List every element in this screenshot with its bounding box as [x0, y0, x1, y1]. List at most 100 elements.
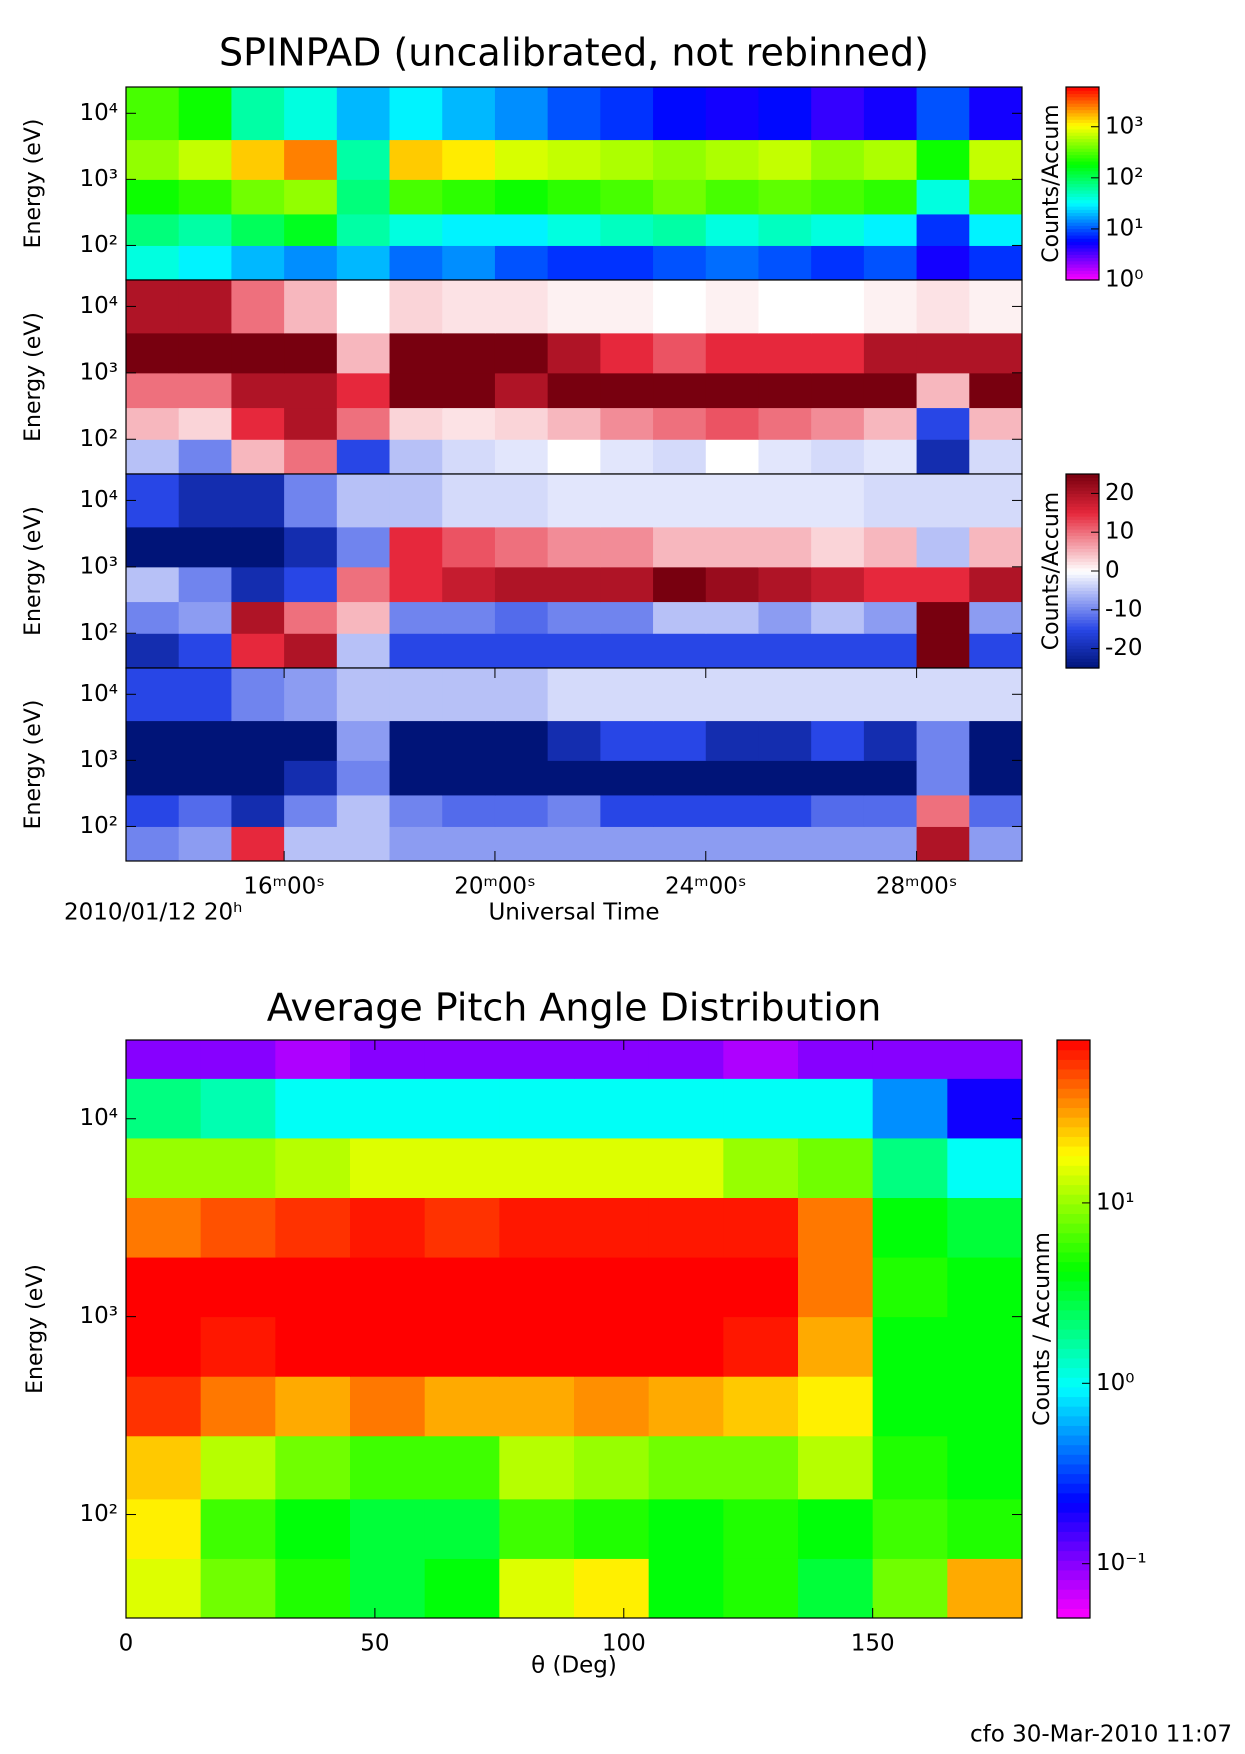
heatmap-cell	[178, 760, 232, 796]
heatmap-cell	[494, 213, 549, 246]
heatmap-cell	[494, 332, 549, 374]
heatmap-cell	[547, 407, 601, 440]
heatmap-cell	[758, 407, 812, 440]
heatmap-cell	[231, 474, 285, 528]
heatmap-cell	[758, 179, 812, 215]
heatmap-cell	[705, 372, 759, 409]
colorbar-segment	[1066, 496, 1099, 501]
colorbar-segment	[1066, 199, 1099, 204]
heatmap-cell	[872, 1498, 948, 1559]
colorbar-segment	[1057, 1251, 1090, 1263]
heatmap-cell	[126, 1040, 202, 1079]
heatmap-cell	[126, 245, 180, 280]
colorbar-segment	[1057, 1463, 1090, 1475]
colorbar-segment	[1066, 474, 1099, 478]
colorbar-segment	[1066, 499, 1099, 504]
heatmap-cell	[758, 280, 812, 334]
colorbar-segment	[1057, 1088, 1090, 1099]
heatmap-cell	[653, 633, 707, 668]
heatmap-cell	[723, 1040, 799, 1079]
heatmap-cell	[442, 720, 496, 761]
heatmap-cell	[758, 372, 812, 409]
heatmap-cell	[947, 1558, 1022, 1618]
colorbar-segment	[1057, 1598, 1090, 1609]
heatmap-cell	[336, 601, 391, 634]
heatmap-cell	[648, 1435, 724, 1500]
heatmap-cell	[442, 633, 496, 668]
heatmap-cell	[600, 526, 654, 568]
heatmap-cell	[705, 87, 759, 141]
heatmap-cell	[275, 1040, 351, 1079]
heatmap-cell	[424, 1137, 500, 1198]
heatmap-cell	[648, 1498, 724, 1559]
heatmap-cell	[758, 139, 812, 180]
heatmap-cell	[442, 566, 496, 603]
heatmap-cell	[574, 1257, 650, 1318]
heatmap-cell	[284, 372, 338, 409]
date-label: 2010/01/12 20ʰ	[64, 900, 242, 926]
heatmap-cell	[916, 526, 970, 568]
heatmap-cell	[442, 372, 496, 409]
heatmap-cell	[969, 213, 1022, 246]
colorbar-title: Counts / Accumm	[1030, 1232, 1055, 1426]
heatmap-cell	[705, 179, 759, 215]
heatmap-cell	[178, 332, 232, 374]
colorbar-segment	[1066, 541, 1099, 546]
colorbar-segment	[1066, 180, 1099, 185]
heatmap-cell	[947, 1316, 1022, 1377]
heatmap-cell	[811, 474, 865, 528]
heatmap-cell	[600, 372, 654, 409]
heatmap-cell	[284, 474, 338, 528]
heatmap-cell	[284, 332, 338, 374]
heatmap-cell	[178, 826, 232, 861]
heatmap-cell	[494, 407, 549, 440]
colorbar-segment	[1066, 231, 1099, 236]
colorbar-segment	[1066, 157, 1099, 162]
heatmap-cell	[200, 1316, 276, 1377]
colorbar-segment	[1066, 616, 1099, 621]
colorbar-segment	[1066, 234, 1099, 239]
heatmap-cell	[705, 139, 759, 180]
y-axis-label: Energy (eV)	[21, 119, 46, 249]
colorbar-segment	[1057, 1502, 1090, 1513]
heatmap-cell	[916, 179, 970, 215]
colorbar-tick-label: 20	[1105, 480, 1134, 506]
colorbar-segment	[1057, 1329, 1090, 1340]
colorbar-title: Counts/Accum	[1039, 104, 1064, 262]
heatmap-cell	[600, 213, 654, 246]
heatmap-cell	[178, 439, 232, 474]
heatmap-cell	[336, 474, 391, 528]
heatmap-cell	[350, 1558, 426, 1618]
colorbar-segment	[1057, 1107, 1090, 1118]
colorbar-segment	[1066, 648, 1099, 653]
heatmap-cells	[126, 1040, 1022, 1618]
heatmap-cell	[969, 439, 1022, 474]
colorbar-segment	[1066, 551, 1099, 556]
heatmap-cell	[126, 720, 180, 761]
heatmap-cell	[872, 1257, 948, 1318]
y-tick-label: 10³	[80, 553, 119, 579]
colorbar-segment	[1066, 503, 1099, 507]
colorbar-segment	[1057, 1213, 1090, 1224]
heatmap-cell	[811, 87, 865, 141]
heatmap-cell	[916, 826, 970, 861]
heatmap-cell	[200, 1498, 276, 1559]
colorbar-segment	[1066, 238, 1099, 242]
heatmap-cell	[648, 1558, 724, 1618]
colorbar-segment	[1066, 119, 1099, 123]
heatmap-cell	[389, 794, 443, 827]
heatmap-cell	[442, 526, 496, 568]
heatmap-cell	[947, 1040, 1022, 1079]
heatmap-cell	[723, 1078, 799, 1139]
heatmap-cell	[178, 526, 232, 568]
heatmap-cell	[916, 794, 970, 827]
heatmap-cell	[499, 1257, 575, 1318]
colorbar-segment	[1057, 1415, 1090, 1426]
heatmap-cell	[574, 1558, 650, 1618]
heatmap-cell	[705, 720, 759, 761]
colorbar-segment	[1066, 651, 1099, 656]
heatmap-cells	[126, 474, 1022, 668]
heatmap-cell	[705, 280, 759, 334]
heatmap-cell	[547, 245, 601, 280]
heatmap-cell	[126, 526, 180, 568]
